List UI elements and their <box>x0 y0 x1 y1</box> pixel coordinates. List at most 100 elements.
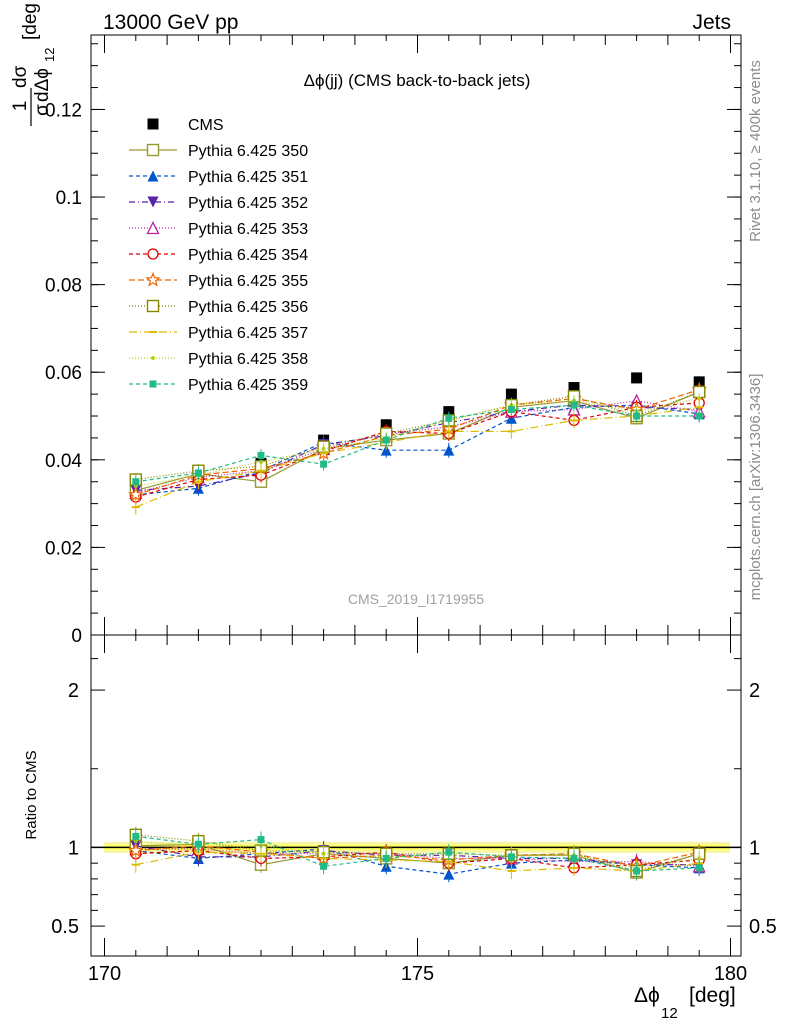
svg-text:[deg]: [deg] <box>689 984 736 1007</box>
legend-marker <box>147 118 159 130</box>
legend-label: Pythia 6.425 354 <box>188 247 308 264</box>
main-series-line <box>135 402 700 498</box>
main-series-line <box>135 404 700 492</box>
main-data-point <box>128 486 144 502</box>
ratio-data-point <box>570 854 578 862</box>
x-tick-label: 170 <box>88 963 121 985</box>
main-data-point <box>695 412 703 420</box>
legend-label: Pythia 6.425 357 <box>188 325 308 342</box>
legend-label: Pythia 6.425 353 <box>188 221 308 238</box>
main-data-point <box>507 405 515 413</box>
ratio-data-point <box>321 851 326 856</box>
main-data-point <box>445 414 453 422</box>
header-left: 13000 GeV pp <box>103 11 238 34</box>
main-data-point <box>443 444 455 456</box>
legend-label: CMS <box>188 117 224 134</box>
ratio-data-point <box>128 842 144 858</box>
legend-label: Pythia 6.425 350 <box>188 143 308 160</box>
main-series-line <box>135 406 700 508</box>
ratio-series-line <box>135 848 700 875</box>
main-data-point <box>443 406 455 418</box>
side-label-top: Rivet 3.1.10, ≥ 400k events <box>747 60 764 242</box>
main-data-point <box>697 396 702 401</box>
main-data-point <box>320 460 328 468</box>
ratio-series-line <box>135 848 700 867</box>
x-tick-label: 180 <box>714 963 747 985</box>
ratio-y-tick-label-right: 0.5 <box>749 916 777 938</box>
ratio-y-tick-label-right: 2 <box>749 680 760 702</box>
ratio-series-line <box>135 845 700 867</box>
main-data-point <box>321 446 326 451</box>
ratio-data-point <box>445 848 453 856</box>
ratio-data-point <box>382 854 390 862</box>
ratio-plot-frame <box>90 634 742 957</box>
ratio-data-point <box>633 867 641 875</box>
svg-text:Δϕ: Δϕ <box>634 984 660 1007</box>
main-title: Δϕ(jj) (CMS back-to-back jets) <box>304 71 531 90</box>
svg-text:12: 12 <box>42 48 57 62</box>
main-y-tick-label: 0.02 <box>45 538 82 559</box>
ratio-series-line <box>135 834 700 872</box>
legend-marker <box>146 299 160 313</box>
main-y-tick-label: 0.12 <box>45 100 82 121</box>
watermark: CMS_2019_I1719955 <box>348 591 484 607</box>
legend-label: Pythia 6.425 356 <box>188 299 308 316</box>
header-right: Jets <box>692 11 731 34</box>
legend-marker <box>151 356 155 360</box>
main-y-tick-label: 0.06 <box>45 363 82 384</box>
ratio-data-point <box>697 856 702 861</box>
main-y-tick-label: 0.04 <box>45 451 82 472</box>
legend-marker <box>146 221 160 235</box>
ratio-data-point <box>194 840 202 848</box>
ratio-data-point <box>695 864 703 872</box>
ratio-data-point <box>443 868 455 880</box>
ratio-data-point <box>257 836 265 844</box>
main-plot: 0 0.02 0.04 0.06 0.08 0.1 0.12 Δϕ(jj) (CMS bac… <box>45 34 742 647</box>
main-y-tick-label: 0.1 <box>56 188 82 209</box>
svg-text:12: 12 <box>661 1005 678 1022</box>
ratio-series-line <box>135 845 700 866</box>
legend-marker <box>147 196 159 208</box>
ratio-y-tick-label: 1 <box>68 837 79 859</box>
main-y-tick-label: 0 <box>71 626 82 647</box>
main-data-point <box>194 469 202 477</box>
svg-text:dσ: dσ <box>10 65 31 88</box>
ratio-series-line <box>135 851 700 872</box>
ratio-data-point <box>507 853 515 861</box>
ratio-series-line <box>135 835 700 872</box>
legend-marker <box>147 248 159 260</box>
legend-label: Pythia 6.425 355 <box>188 273 308 290</box>
main-data-point <box>570 401 578 409</box>
ratio-y-tick-label-right: 1 <box>749 837 760 859</box>
svg-text:1: 1 <box>10 101 31 112</box>
main-data-point <box>505 388 517 400</box>
x-axis-label: Δϕ 12 [deg] <box>634 984 736 1022</box>
main-y-tick-label: 0.08 <box>45 276 82 297</box>
legend-label: Pythia 6.425 358 <box>188 351 308 368</box>
ratio-plot: 0.5 1 2 0.5 1 2 170 175 180 <box>51 35 777 985</box>
legend-marker <box>147 170 159 182</box>
svg-text:σ: σ <box>32 104 53 116</box>
main-y-axis-label: 1 σ dσ dΔϕ 12 [deg -1 ] <box>10 3 57 126</box>
legend-marker <box>145 271 161 287</box>
legend: CMS Pythia 6.425 350 Pythia 6.425 351 Pythi… <box>129 117 308 394</box>
svg-text:dΔϕ: dΔϕ <box>32 68 53 102</box>
svg-text:[deg: [deg <box>20 3 41 40</box>
legend-label: Pythia 6.425 352 <box>188 195 308 212</box>
ratio-y-tick-label: 0.5 <box>51 916 79 938</box>
legend-label: Pythia 6.425 359 <box>188 377 308 394</box>
legend-marker <box>146 143 160 157</box>
main-data-point <box>257 451 265 459</box>
main-data-point <box>382 436 390 444</box>
ratio-data-point <box>132 832 140 840</box>
main-series-line <box>135 389 700 496</box>
main-data-point <box>631 372 643 384</box>
main-data-point <box>568 382 580 394</box>
ratio-y-tick-label: 2 <box>68 680 79 702</box>
x-tick-label: 175 <box>401 963 434 985</box>
ratio-y-axis-label: Ratio to CMS <box>23 750 40 839</box>
legend-marker <box>149 380 157 388</box>
main-data-point <box>132 478 140 486</box>
ratio-data-point <box>320 862 328 870</box>
